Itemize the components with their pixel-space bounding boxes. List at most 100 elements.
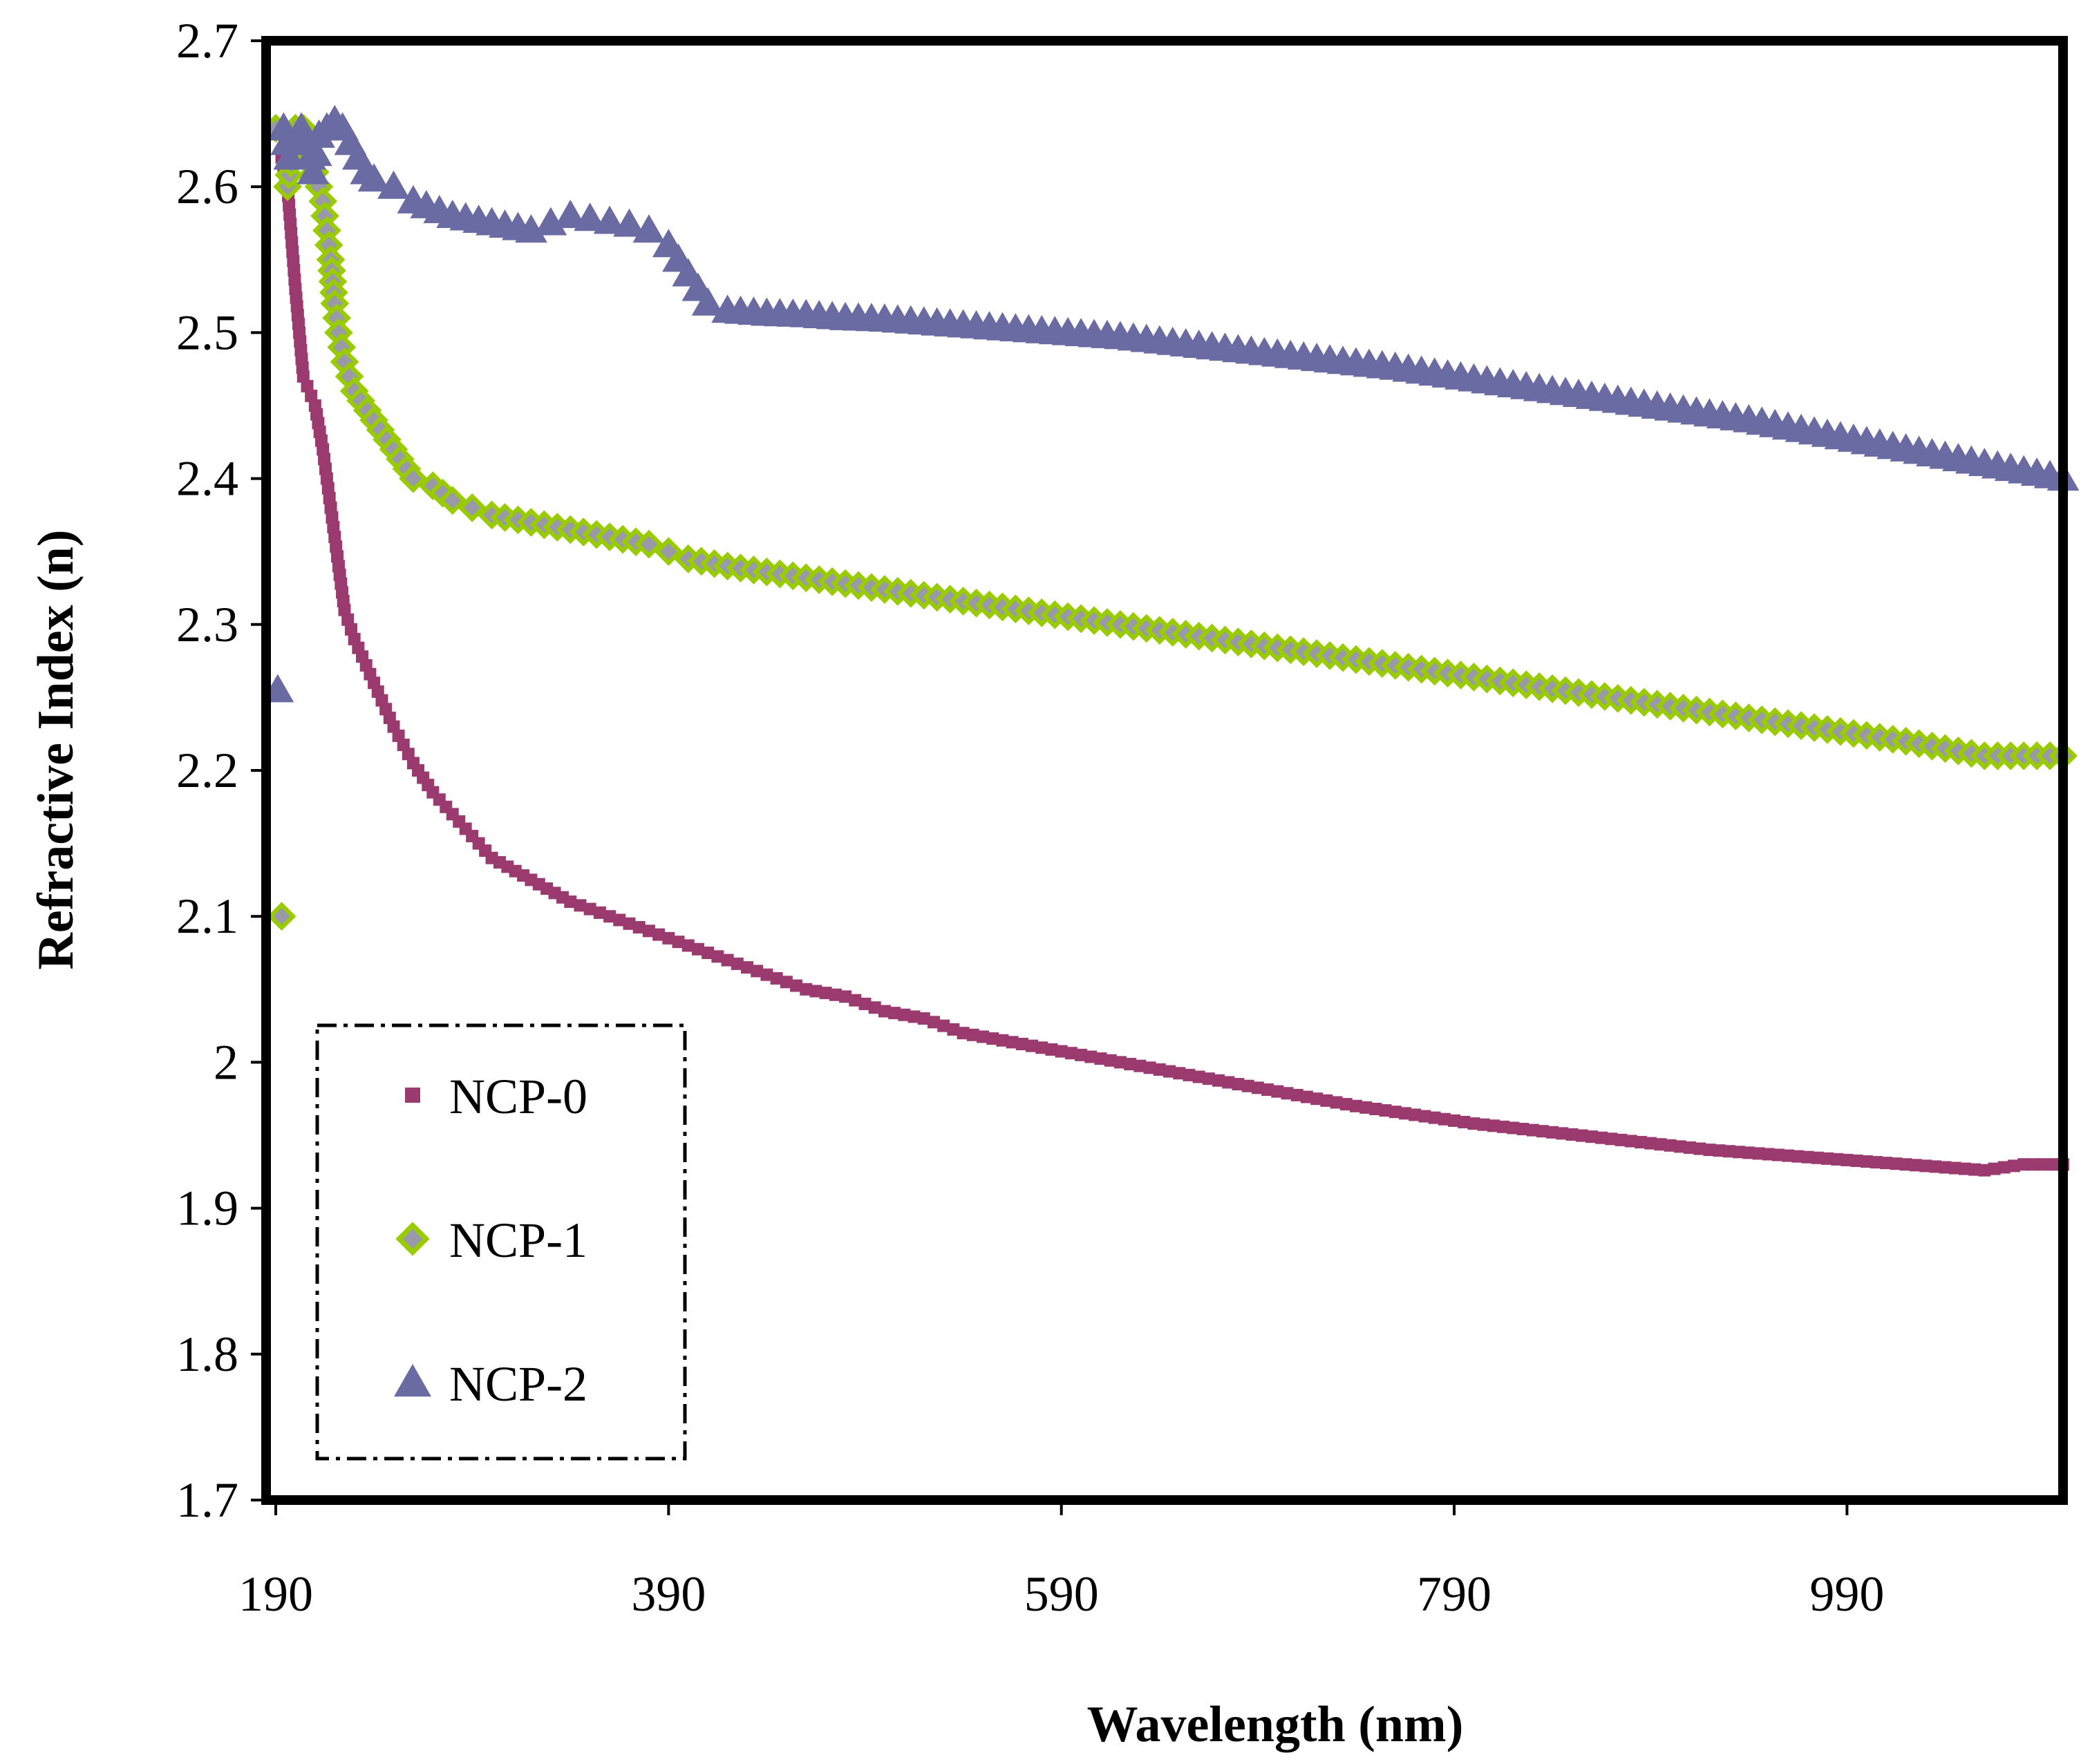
- data-point: [2007, 1159, 2020, 1173]
- data-point: [691, 287, 724, 316]
- data-point: [957, 1027, 970, 1040]
- data-point: [1064, 1047, 1077, 1060]
- data-point: [1624, 1135, 1637, 1148]
- data-point: [1890, 1157, 1903, 1170]
- legend-label: NCP-0: [449, 1069, 587, 1124]
- data-point: [1261, 1083, 1274, 1096]
- data-point: [554, 200, 587, 228]
- data-point: [1585, 1130, 1598, 1144]
- data-point: [1575, 1129, 1588, 1142]
- data-point: [399, 464, 428, 493]
- x-tick-label: 990: [1809, 1566, 1884, 1622]
- legend-box: [315, 1023, 687, 1461]
- data-point: [1899, 1158, 1912, 1171]
- series-ncp-0: [275, 151, 2069, 1177]
- legend-marker: [395, 1222, 430, 1256]
- data-point: [1693, 1142, 1706, 1155]
- data-point: [1035, 1041, 1048, 1054]
- legend-label: NCP-2: [449, 1356, 587, 1412]
- data-point: [341, 613, 355, 626]
- plot-area-frame: [261, 36, 2068, 1505]
- data-point: [780, 976, 793, 989]
- data-point: [898, 1008, 911, 1021]
- data-point: [1595, 1131, 1608, 1144]
- data-point: [1055, 1045, 1068, 1058]
- data-point: [1870, 1156, 1883, 1169]
- legend-label: NCP-1: [449, 1213, 587, 1268]
- data-point: [1605, 1132, 1618, 1146]
- data-point: [1791, 1150, 1805, 1163]
- data-point: [809, 985, 822, 998]
- data-point: [330, 540, 343, 553]
- data-point: [1369, 1102, 1382, 1115]
- data-point: [1840, 1153, 1854, 1166]
- data-point: [1300, 1090, 1313, 1103]
- data-point: [634, 529, 663, 559]
- data-point: [1212, 1074, 1225, 1087]
- data-point: [702, 947, 715, 959]
- y-tick-label: 1.8: [176, 1327, 238, 1382]
- data-point: [1428, 1111, 1441, 1124]
- y-tick-label: 1.7: [176, 1472, 238, 1528]
- data-point: [1909, 1159, 1922, 1172]
- y-tick-label: 2.4: [176, 451, 238, 506]
- data-point: [1418, 1110, 1431, 1123]
- data-point: [296, 155, 330, 184]
- data-point: [1320, 1094, 1333, 1107]
- data-point: [1654, 1138, 1667, 1151]
- data-point: [1015, 1038, 1028, 1050]
- data-point: [1958, 1162, 1971, 1175]
- y-tick-label: 2.6: [176, 159, 238, 214]
- axes: 1.7 1.8 1.9 2 2.1 2.2 2.3 2.4 2.5 2.6 2.7 190 390 590…: [176, 13, 1884, 1622]
- data-point: [338, 603, 351, 616]
- x-tick-label: 390: [631, 1566, 706, 1622]
- legend-marker: [405, 1088, 420, 1103]
- data-point: [1026, 1039, 1039, 1052]
- data-point: [328, 531, 341, 544]
- data-point: [1614, 1133, 1628, 1146]
- data-point: [320, 472, 333, 485]
- data-point: [819, 987, 832, 1000]
- data-point: [1722, 1145, 1735, 1158]
- data-point: [318, 453, 331, 466]
- data-point: [1084, 1050, 1098, 1063]
- x-tick-label: 790: [1417, 1566, 1491, 1622]
- data-point: [323, 491, 336, 504]
- data-point: [593, 205, 626, 234]
- data-point: [839, 990, 852, 1003]
- data-point: [1526, 1123, 1539, 1137]
- data-point: [1133, 1059, 1147, 1072]
- data-point: [1742, 1146, 1755, 1159]
- data-point: [1222, 1076, 1235, 1089]
- data-point: [613, 913, 626, 927]
- data-point: [800, 983, 813, 996]
- data-point: [1487, 1119, 1500, 1132]
- data-point: [1988, 1162, 2001, 1175]
- data-point: [966, 1028, 979, 1041]
- y-tick-label: 2.3: [176, 597, 238, 652]
- data-point: [654, 537, 684, 567]
- data-point: [829, 988, 842, 1001]
- data-point: [1339, 1098, 1353, 1111]
- y-tick-label: 2: [214, 1034, 238, 1090]
- data-point: [1458, 1115, 1471, 1128]
- data-point: [574, 202, 607, 231]
- series-layer: [261, 104, 2080, 1177]
- data-point: [344, 623, 357, 636]
- y-tick-label: 2.7: [176, 13, 238, 68]
- data-point: [672, 936, 685, 949]
- data-point: [534, 207, 567, 236]
- data-point: [324, 501, 337, 514]
- data-point: [986, 1032, 999, 1045]
- y-tick-label: 1.9: [176, 1181, 238, 1236]
- data-point: [458, 493, 487, 522]
- data-point: [760, 968, 773, 981]
- data-point: [515, 214, 547, 243]
- data-point: [1438, 1112, 1451, 1126]
- data-point: [623, 917, 636, 930]
- data-point: [1388, 1106, 1402, 1119]
- data-point: [1919, 1159, 1932, 1173]
- data-point: [2037, 1158, 2050, 1171]
- data-point: [1251, 1081, 1264, 1094]
- data-point: [327, 521, 340, 533]
